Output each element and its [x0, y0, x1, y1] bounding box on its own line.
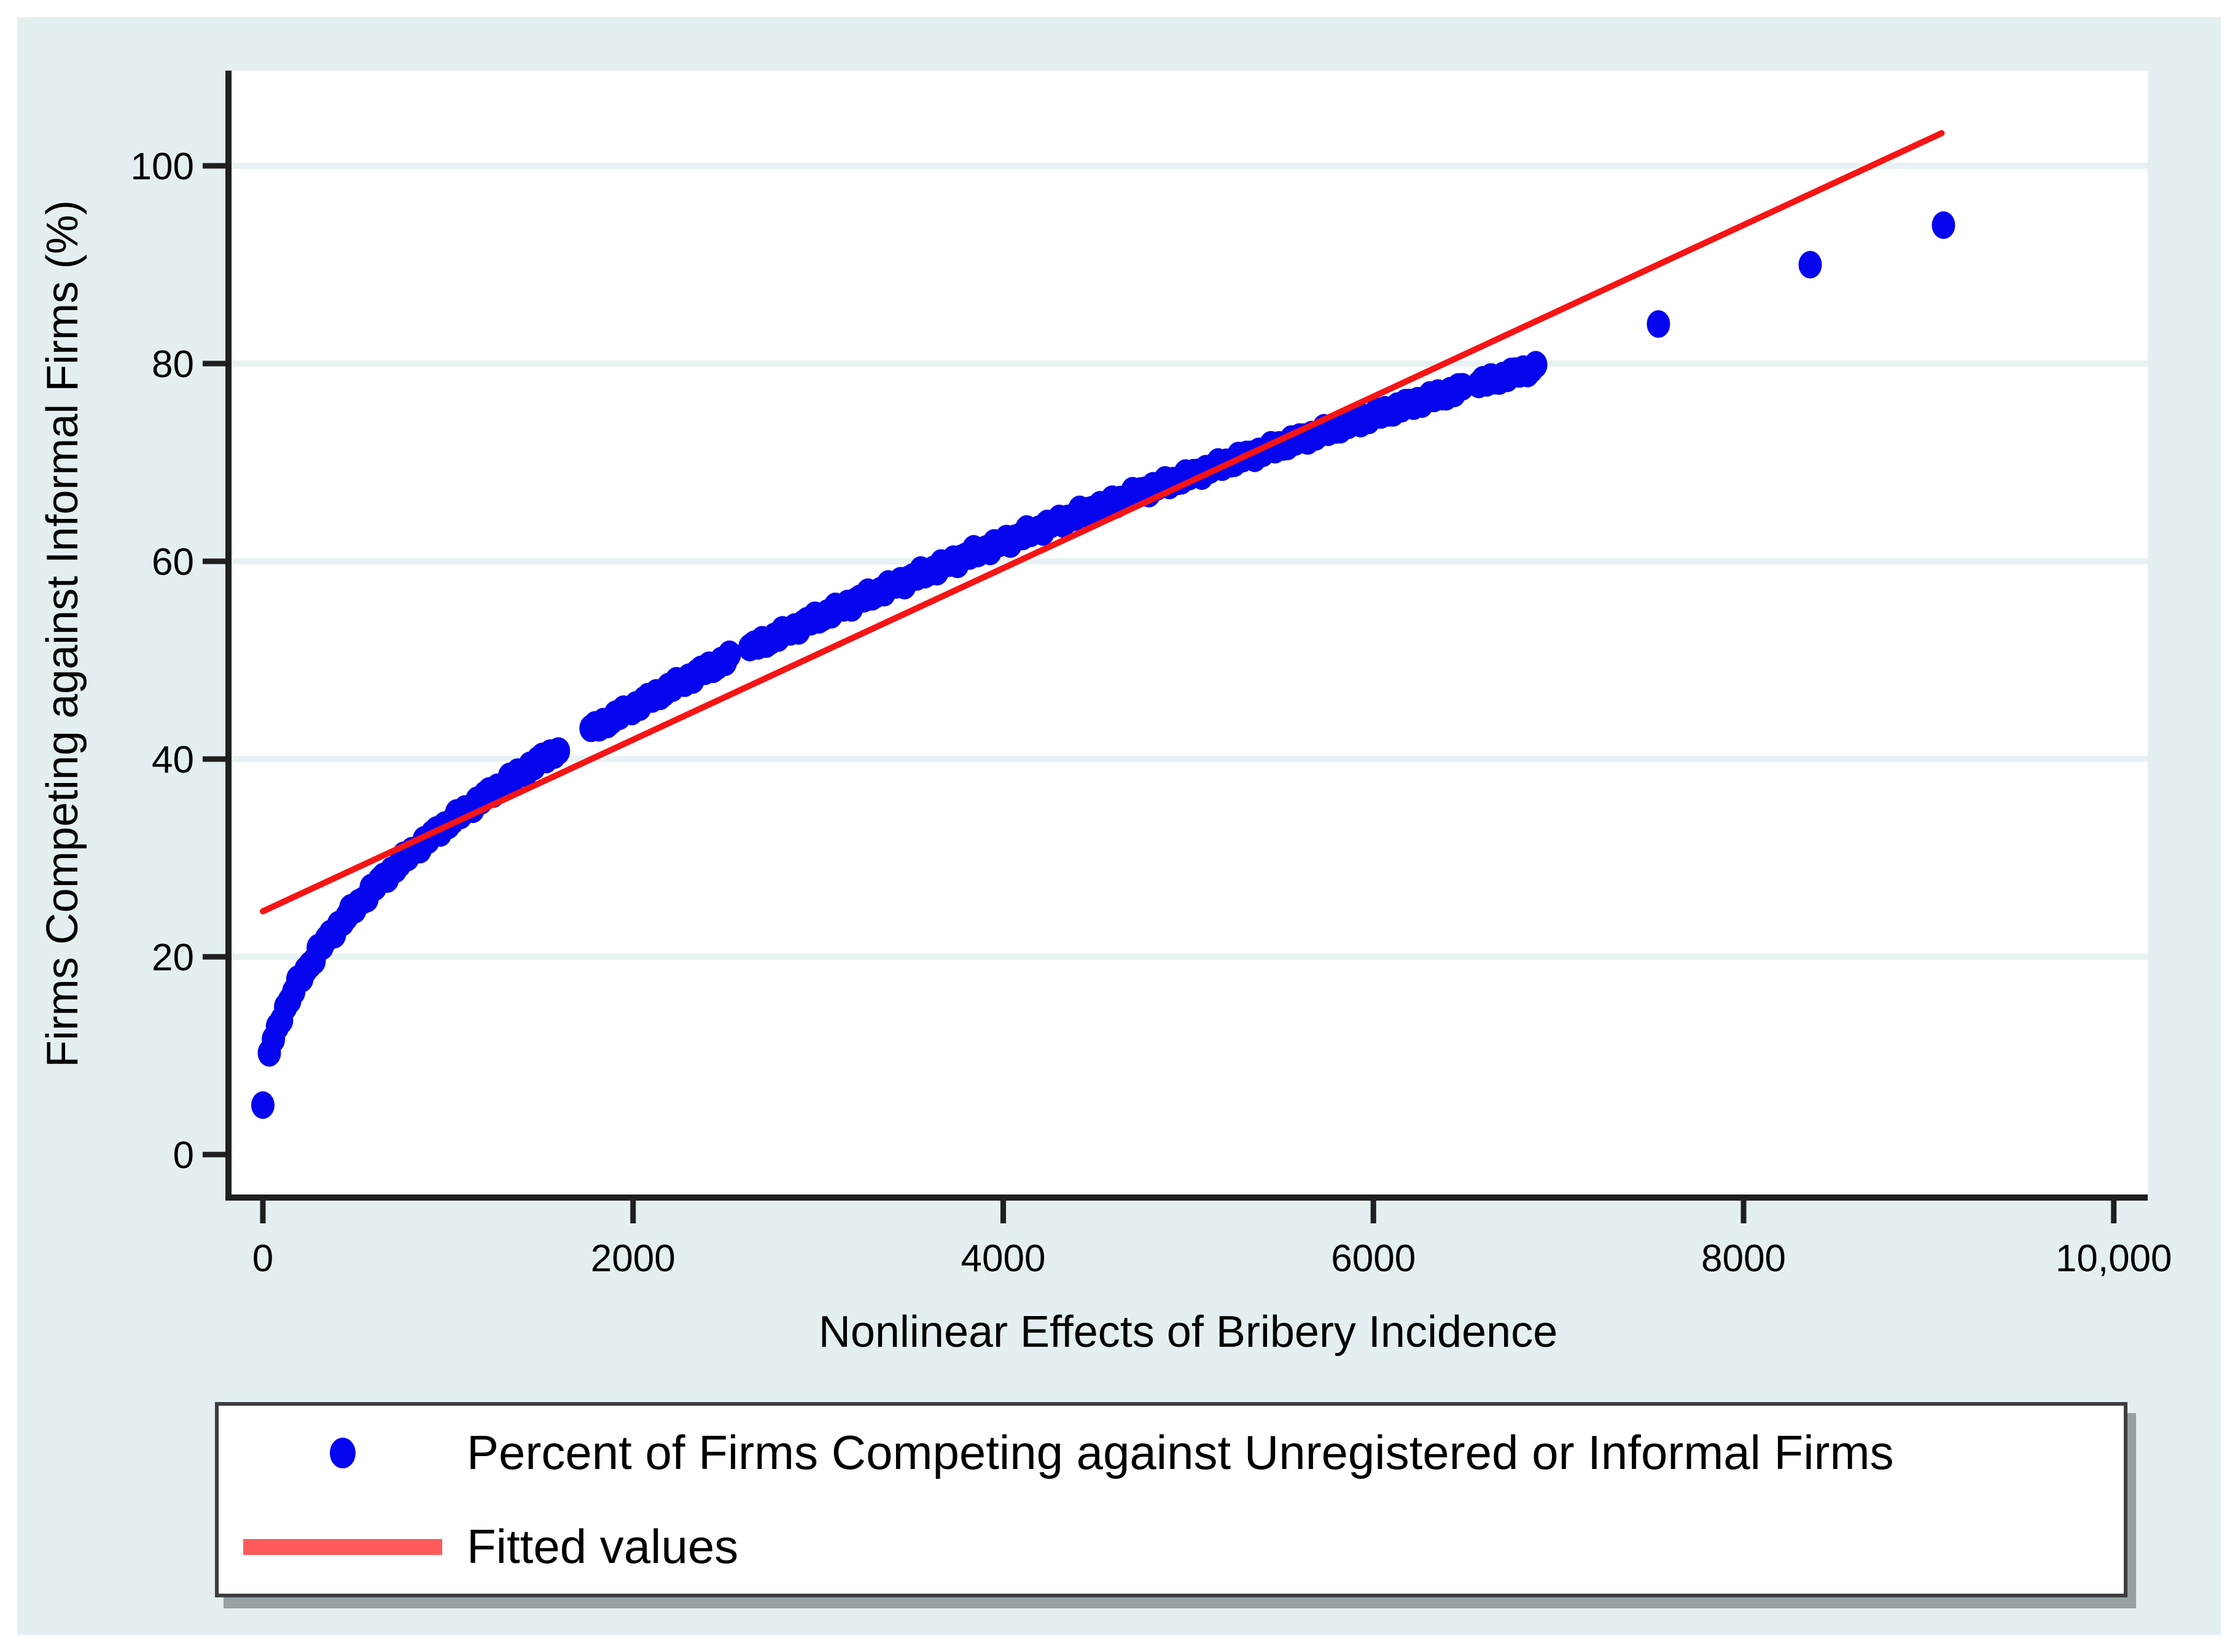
x-tick-label: 8000	[1701, 1237, 1786, 1280]
scatter-marker-icon	[330, 1437, 356, 1468]
legend: Percent of Firms Competing against Unreg…	[215, 1402, 2127, 1597]
y-tick-label: 40	[152, 739, 194, 781]
scatter-dot	[251, 1091, 275, 1119]
gridlines	[228, 163, 2148, 960]
legend-entry-fit: Fitted values	[219, 1500, 2124, 1594]
y-tick-label: 0	[173, 1134, 194, 1177]
scatter-dot	[1524, 351, 1548, 379]
scatter-dot	[547, 737, 571, 765]
y-axis-title: Firms Competing against Informal Firms (…	[38, 200, 87, 1068]
fitted-line	[260, 130, 1945, 914]
axes	[225, 71, 2148, 1201]
y-tick-label: 80	[152, 343, 194, 386]
scatter-dot	[1932, 211, 1955, 240]
x-tick-label: 4000	[961, 1237, 1046, 1280]
legend-marker-col	[219, 1437, 467, 1468]
legend-label-scatter: Percent of Firms Competing against Unreg…	[467, 1425, 1894, 1479]
fitted-line	[260, 130, 1945, 914]
tick-labels: 0 2000 4000 6000 8000 10,000 0 20 40 60 80 100	[131, 146, 2172, 1280]
scatter-dot	[1798, 251, 1822, 279]
plot-area	[228, 71, 2148, 1198]
x-axis-title: Nonlinear Effects of Bribery Incidence	[818, 1307, 1558, 1357]
legend-label-fit: Fitted values	[467, 1519, 739, 1573]
x-tick-label: 10,000	[2056, 1237, 2172, 1280]
tick-marks	[203, 163, 2117, 1223]
plot-background	[228, 71, 2148, 1198]
legend-marker-col	[219, 1538, 467, 1555]
x-tick-label: 6000	[1331, 1237, 1416, 1280]
scatter-dot	[717, 640, 741, 668]
fit-line-icon	[243, 1538, 442, 1555]
y-tick-label: 100	[131, 146, 194, 188]
scatter-dot	[1647, 310, 1671, 338]
y-tick-label: 60	[152, 541, 194, 583]
legend-entry-scatter: Percent of Firms Competing against Unreg…	[219, 1406, 2124, 1500]
y-tick-label: 20	[152, 937, 194, 979]
x-tick-label: 2000	[591, 1237, 676, 1280]
x-tick-label: 0	[252, 1237, 273, 1280]
